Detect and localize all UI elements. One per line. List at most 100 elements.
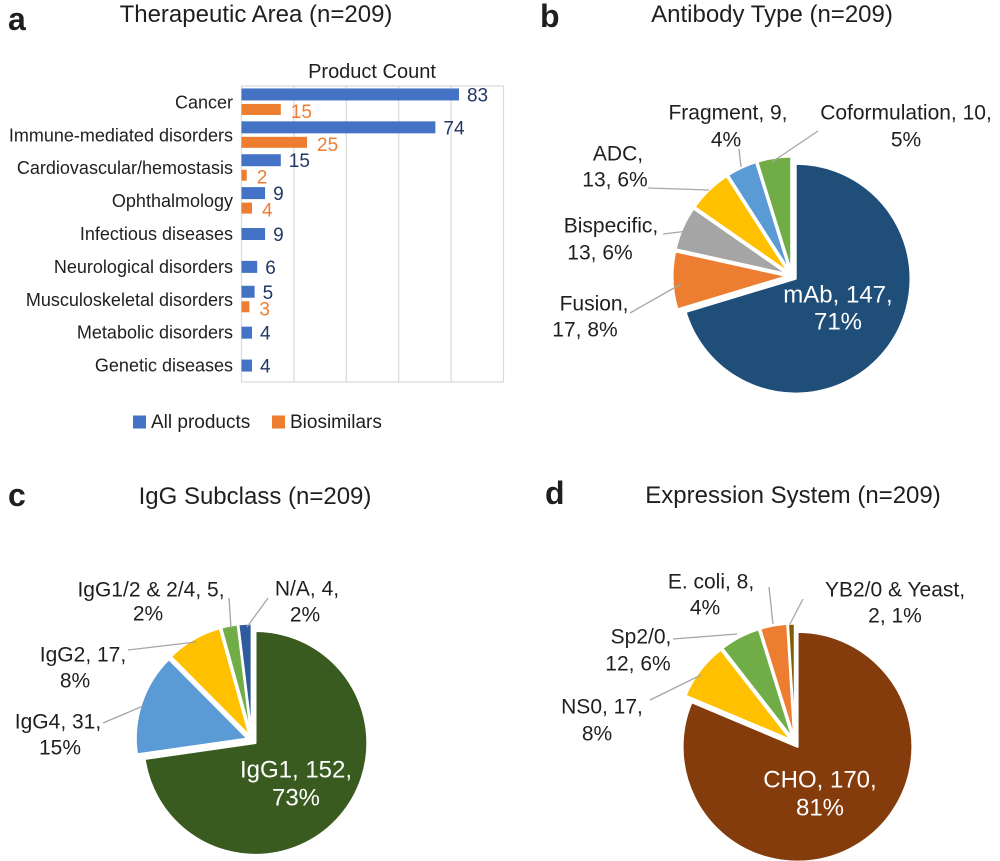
legend-label-all-products: All products — [151, 412, 250, 433]
panel-b: b Antibody Type (n=209) mAb, 147,71% Fusion… — [540, 0, 992, 395]
pie-label-cho: 81% — [796, 795, 844, 822]
legend-swatch-all-products — [133, 415, 146, 429]
leader-line-coformulation — [771, 130, 819, 163]
pie-slice-fragment — [726, 160, 792, 274]
pie-slice-ns0 — [684, 648, 793, 742]
value-label-all-products-infectious-diseases: 9 — [273, 225, 284, 246]
pie-slice-coformulation — [756, 155, 793, 273]
pie-slice-bispecific — [674, 207, 789, 276]
pie-label-fragment: Fragment, 9, — [668, 102, 787, 125]
bar-all-products-neurological-disorders — [241, 260, 258, 273]
pie-label-yb2-0-yeast: 2, 1% — [868, 605, 922, 628]
pie-label-ns0: NS0, 17, — [561, 696, 643, 719]
pie-label-yb2-0-yeast: YB2/0 & Yeast, — [825, 579, 965, 602]
value-label-biosimilars-cardiovascular-hemostasis: 2 — [257, 168, 268, 189]
pie-label-adc: 13, 6% — [582, 169, 647, 192]
value-label-biosimilars-immune-mediated-disorders: 25 — [317, 135, 338, 156]
legend-label-biosimilars: Biosimilars — [290, 412, 382, 433]
leader-line-adc — [647, 187, 710, 191]
pie-label-igg1: IgG1, 152, — [240, 757, 352, 784]
panel-letter-a: a — [8, 1, 26, 37]
pie-slice-igg4 — [134, 657, 249, 756]
value-label-all-products-cancer: 83 — [467, 85, 488, 106]
axis-title-product-count: Product Count — [308, 61, 436, 83]
value-label-all-products-genetic-diseases: 4 — [260, 357, 271, 378]
pie-label-igg4: IgG4, 31, — [15, 711, 101, 734]
pie-label-igg1-2-2-4: 2% — [133, 603, 163, 626]
leader-line-sp2-0 — [672, 633, 738, 640]
value-label-all-products-immune-mediated-disorders: 74 — [443, 118, 465, 139]
value-label-all-products-metabolic-disorders: 4 — [260, 324, 271, 345]
leader-line-ns0 — [649, 674, 702, 701]
pie-label-mab: mAb, 147, — [783, 282, 892, 309]
panel-d: d Expression System (n=209) CHO, 170,81% NS… — [545, 475, 965, 861]
panel-a: a Therapeutic Area (n=209) Product Count Ca… — [8, 1, 505, 433]
value-label-biosimilars-ophthalmology: 4 — [262, 201, 273, 222]
leader-line-n-a — [246, 597, 269, 628]
leader-line-e-coli — [768, 586, 774, 625]
category-label-infectious-diseases: Infectious diseases — [80, 224, 233, 244]
bar-all-products-ophthalmology — [241, 187, 266, 200]
pie-label-sp2-0: Sp2/0, — [611, 626, 672, 649]
pie-label-coformulation: 5% — [891, 129, 921, 152]
bar-all-products-genetic-diseases — [241, 359, 252, 372]
category-label-ophthalmology: Ophthalmology — [112, 191, 233, 211]
pie-label-cho: CHO, 170, — [763, 767, 876, 794]
value-label-all-products-musculoskeletal-disorders: 5 — [263, 283, 274, 304]
value-label-all-products-neurological-disorders: 6 — [265, 258, 276, 279]
leader-line-fusion — [629, 283, 682, 314]
panel-letter-c: c — [8, 477, 26, 513]
bar-biosimilars-ophthalmology — [241, 202, 252, 214]
pie-label-ns0: 8% — [582, 723, 612, 746]
pie-label-adc: ADC, — [593, 143, 643, 166]
bar-all-products-cancer — [241, 88, 459, 101]
pie-label-igg4: 15% — [39, 737, 81, 760]
value-label-all-products-ophthalmology: 9 — [273, 184, 284, 205]
value-label-all-products-cardiovascular-hemostasis: 15 — [289, 151, 310, 172]
bar-all-products-cardiovascular-hemostasis — [241, 154, 281, 167]
leader-line-yb2-0-yeast — [789, 598, 804, 625]
category-label-cancer: Cancer — [175, 92, 233, 112]
panel-title-c: IgG Subclass (n=209) — [139, 483, 372, 510]
pie-label-e-coli: E. coli, 8, — [668, 571, 754, 594]
panel-title-a: Therapeutic Area (n=209) — [120, 1, 393, 28]
pie-label-sp2-0: 12, 6% — [605, 653, 670, 676]
panel-title-d: Expression System (n=209) — [645, 482, 940, 509]
pie-slice-sp2-0 — [721, 628, 795, 741]
leader-line-igg4 — [102, 705, 144, 724]
pie-slice-adc — [693, 174, 790, 274]
category-label-genetic-diseases: Genetic diseases — [95, 356, 233, 376]
panel-c: c IgG Subclass (n=209) IgG1, 152,73% IgG4, … — [8, 477, 372, 856]
category-label-musculoskeletal-disorders: Musculoskeletal disorders — [26, 290, 233, 310]
pie-label-bispecific: 13, 6% — [567, 242, 632, 265]
pie-label-igg2: 8% — [60, 670, 90, 693]
pie-label-fusion: Fusion, — [560, 293, 629, 316]
leader-line-igg2 — [127, 641, 197, 651]
pie-slice-cho — [681, 630, 914, 861]
pie-label-igg1: 73% — [272, 785, 320, 812]
pie-label-n-a: 2% — [290, 604, 320, 627]
panel-letter-d: d — [545, 475, 565, 511]
bar-biosimilars-musculoskeletal-disorders — [241, 301, 250, 313]
pie-slice-igg2 — [169, 627, 251, 738]
bar-all-products-infectious-diseases — [241, 228, 266, 240]
panel-letter-b: b — [540, 0, 560, 34]
pie-slice-mab — [684, 162, 912, 395]
pie-label-fusion: 17, 8% — [552, 319, 617, 342]
pie-label-n-a: N/A, 4, — [275, 578, 339, 601]
pie-label-igg1-2-2-4: IgG1/2 & 2/4, 5, — [77, 579, 224, 602]
leader-line-fragment — [738, 148, 742, 168]
leader-line-igg1-2-2-4 — [228, 597, 232, 629]
pie-slice-n-a — [237, 622, 253, 737]
pie-label-igg2: IgG2, 17, — [40, 644, 126, 667]
category-label-neurological-disorders: Neurological disorders — [54, 257, 233, 277]
category-label-metabolic-disorders: Metabolic disorders — [77, 323, 233, 343]
category-label-cardiovascular-hemostasis: Cardiovascular/hemostasis — [17, 158, 233, 178]
panel-title-b: Antibody Type (n=209) — [651, 1, 893, 28]
bar-all-products-metabolic-disorders — [241, 326, 252, 339]
bar-biosimilars-cardiovascular-hemostasis — [241, 169, 247, 181]
value-label-biosimilars-musculoskeletal-disorders: 3 — [259, 299, 270, 320]
category-label-immune-mediated-disorders: Immune-mediated disorders — [9, 125, 233, 145]
leader-line-bispecific — [662, 230, 689, 235]
pie-slice-yb2-0-yeast — [786, 622, 796, 740]
